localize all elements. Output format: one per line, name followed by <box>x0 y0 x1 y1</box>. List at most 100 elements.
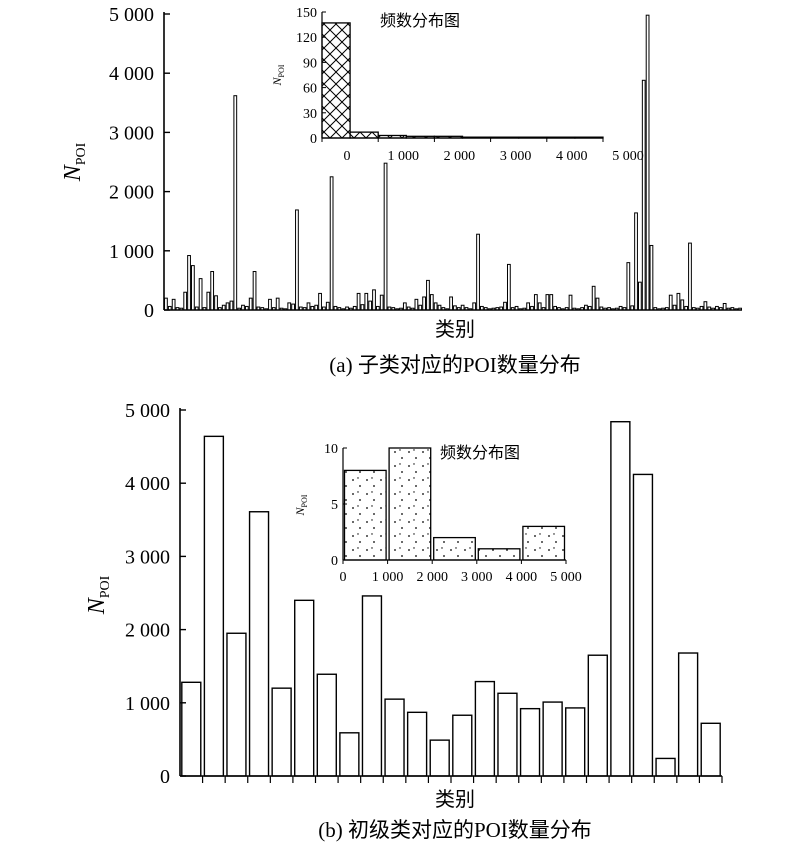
b-inset: 0 5 10 0 1 000 2 000 3 000 4 000 5 000 NPOI 频数分布… <box>293 442 582 585</box>
a-bar <box>476 233 480 311</box>
b-inset-x-tick-label: 5 000 <box>550 570 582 585</box>
a-ylabel-sub: POI <box>74 142 89 165</box>
a-bar <box>526 302 531 311</box>
b-inset-bars <box>343 447 566 561</box>
b-inset-x-tick-label: 0 <box>340 570 347 585</box>
a-bar <box>591 285 596 311</box>
b-caption: (b) 初级类对应的POI数量分布 <box>318 818 592 842</box>
b-bar <box>203 435 225 777</box>
a-inset-x-tick-label: 4 000 <box>556 149 588 164</box>
b-bar <box>565 707 586 777</box>
a-y-tick-label: 0 <box>144 300 154 322</box>
b-y-tick-label: 2 000 <box>125 620 170 642</box>
a-y-tick-label: 5 000 <box>109 4 154 26</box>
a-bar <box>641 79 646 311</box>
b-inset-bar <box>522 525 566 561</box>
a-inset-x-tick-label: 0 <box>344 149 351 164</box>
a-bar <box>426 279 430 311</box>
b-inset-bar <box>343 469 387 561</box>
a-inset-bars <box>321 22 604 139</box>
a-bar <box>533 294 538 311</box>
b-inset-bar <box>433 536 476 561</box>
b-y-tick-label: 1 000 <box>125 693 170 715</box>
a-inset-axes: 0 30 60 90 120 150 0 1 000 2 000 3 000 4 000 5 000 <box>296 6 644 164</box>
a-inset-bar <box>349 131 379 139</box>
b-bar <box>339 732 360 777</box>
a-bar <box>638 281 642 311</box>
a-inset-y-tick-label: 150 <box>296 6 317 21</box>
a-bar <box>703 301 708 311</box>
b-bar <box>655 757 676 777</box>
a-bar <box>356 292 361 311</box>
b-y-tick-label: 4 000 <box>125 473 170 495</box>
a-bar <box>383 162 388 311</box>
a-y-tick-label: 3 000 <box>109 122 154 144</box>
b-bars <box>181 421 721 777</box>
b-y-tick-label: 0 <box>160 766 170 788</box>
b-inset-x-tick-label: 2 000 <box>416 570 448 585</box>
a-bar <box>164 297 168 311</box>
b-bar <box>700 722 721 777</box>
b-bar <box>361 595 383 777</box>
a-bar <box>210 271 215 311</box>
b-y-tick-label: 3 000 <box>125 546 170 568</box>
a-inset-x-tick-label: 3 000 <box>500 149 532 164</box>
a-bar <box>688 242 692 311</box>
b-bar <box>474 680 496 777</box>
b-inset-title: 频数分布图 <box>440 443 520 462</box>
a-bar <box>422 296 426 311</box>
b-inset-ylabel: NPOI <box>293 494 309 516</box>
a-bar <box>275 297 280 311</box>
a-bar <box>379 294 384 311</box>
a-bar <box>676 292 681 311</box>
a-bar <box>368 300 373 311</box>
b-bar <box>406 711 428 777</box>
a-bar <box>214 295 218 311</box>
b-bar <box>587 654 608 777</box>
a-bar <box>668 294 673 311</box>
b-inset-ylabel-sub: POI <box>300 494 309 507</box>
a-bar <box>191 265 195 311</box>
a-bar <box>187 255 191 311</box>
a-bar <box>287 302 292 311</box>
b-y-tick-label: 5 000 <box>125 400 170 422</box>
a-bar <box>268 298 272 311</box>
b-ylabel-sub: POI <box>98 575 113 598</box>
a-bar <box>449 296 453 311</box>
a-y-tick-label: 4 000 <box>109 63 154 85</box>
a-bar <box>291 303 295 311</box>
a-bar <box>252 271 257 311</box>
a-bar <box>649 244 654 311</box>
a-bar <box>206 291 211 311</box>
b-ylabel: NPOI <box>84 575 113 615</box>
a-bar <box>568 294 573 311</box>
b-inset-x-tick-label: 3 000 <box>461 570 493 585</box>
b-xlabel: 类别 <box>435 787 475 811</box>
a-inset-x-tick-label: 1 000 <box>387 149 419 164</box>
a-bar <box>545 294 550 311</box>
b-bar <box>542 701 563 777</box>
a-bar <box>680 299 685 311</box>
a-inset-y-tick-label: 0 <box>310 132 317 147</box>
a-bar <box>472 302 477 311</box>
b-bar <box>677 652 699 777</box>
b-bar <box>384 698 405 777</box>
b-bar <box>632 473 654 777</box>
a-bar <box>429 294 434 311</box>
b-bar <box>497 692 518 777</box>
a-bar <box>364 292 369 311</box>
a-bar <box>506 263 511 311</box>
b-inset-ylabel-main: N <box>293 506 307 516</box>
a-bar <box>626 262 631 311</box>
a-bar <box>722 302 727 311</box>
a-xlabel: 类别 <box>435 317 475 341</box>
b-bar <box>452 714 473 777</box>
a-bar <box>433 302 438 311</box>
b-bar <box>294 599 315 777</box>
a-bar <box>414 298 419 311</box>
b-bar <box>248 511 270 777</box>
a-bar <box>402 302 407 311</box>
